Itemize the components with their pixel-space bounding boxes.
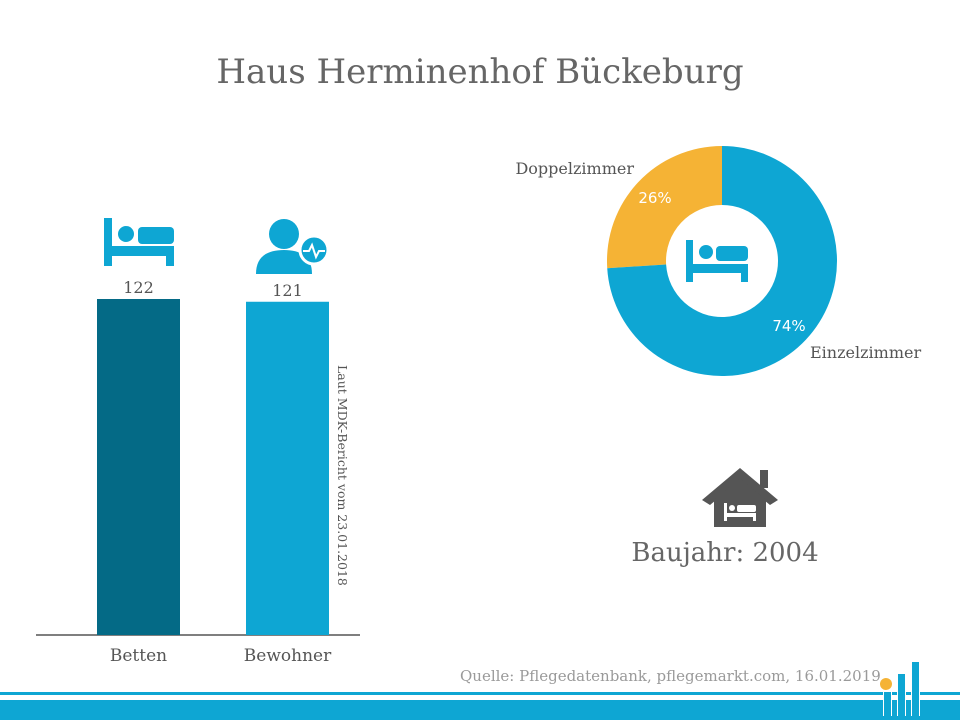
bar-value-label: 121	[272, 281, 303, 300]
bar-note: Laut MDK-Bericht vom 23.01.2018	[335, 365, 350, 586]
bar-category-label: Bewohner	[244, 646, 332, 666]
page-title: Haus Herminenhof Bückeburg	[216, 52, 744, 92]
donut-center-bed-icon	[686, 240, 748, 282]
bed-icon	[104, 218, 174, 266]
pflegemarkt-logo-icon	[880, 660, 920, 720]
house-bed-icon	[702, 468, 778, 527]
footer-band	[0, 700, 960, 720]
bar-value-label: 122	[123, 278, 154, 297]
source-text: Quelle: Pflegedatenbank, pflegemarkt.com…	[460, 667, 881, 685]
bar-betten	[97, 299, 180, 635]
donut-category-label: Einzelzimmer	[810, 343, 921, 362]
bar-category-label: Betten	[110, 646, 167, 666]
resident-health-icon	[256, 219, 330, 274]
baujahr-label: Baujahr: 2004	[631, 538, 819, 568]
bar-bewohner	[246, 301, 329, 635]
donut-value-label: 26%	[638, 189, 671, 207]
donut-slice-einzelzimmer	[607, 146, 837, 376]
footer-line	[0, 692, 960, 695]
donut-category-label: Doppelzimmer	[515, 159, 634, 178]
donut-slice-doppelzimmer	[607, 146, 722, 269]
donut-value-label: 74%	[772, 317, 805, 335]
